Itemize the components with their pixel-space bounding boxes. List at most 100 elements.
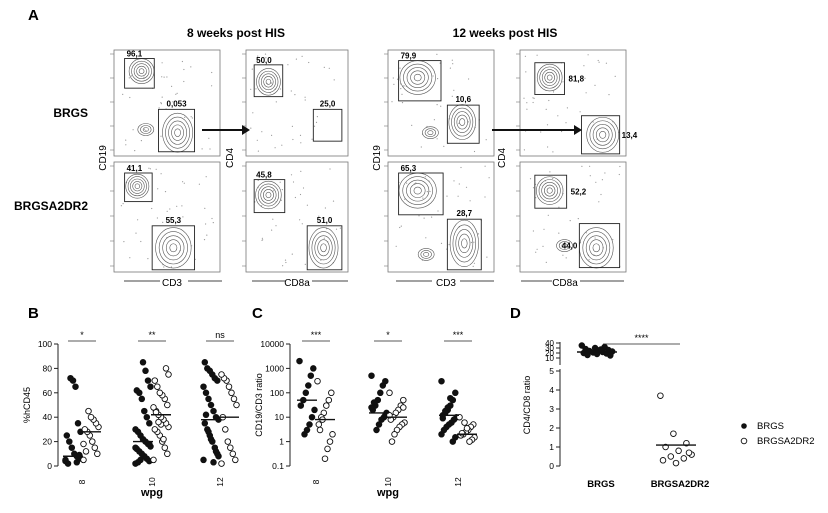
flow-event — [452, 63, 454, 65]
flow-contour — [410, 70, 426, 85]
flow-contour — [585, 235, 607, 261]
data-point-brgs — [207, 401, 215, 409]
flow-event — [160, 103, 162, 105]
flow-contour — [459, 118, 466, 126]
flow-event — [275, 225, 277, 227]
flow-event — [169, 208, 171, 210]
flow-event — [574, 76, 576, 78]
flow-event — [160, 102, 162, 104]
flow-contour — [592, 243, 601, 253]
flow-event — [422, 197, 424, 199]
flow-event — [292, 181, 295, 183]
flow-event — [548, 99, 550, 102]
flow-event — [333, 79, 335, 81]
data-point-brgsa2dr2 — [316, 426, 324, 434]
flow-contour — [538, 179, 561, 202]
flow-contour — [403, 63, 433, 92]
gate-upper — [253, 64, 284, 98]
flow-contour — [125, 173, 150, 199]
flow-contour — [536, 63, 563, 92]
flow-event — [271, 82, 273, 84]
gate-percentage: 51,0 — [317, 216, 333, 225]
flow-contour — [456, 114, 468, 130]
flow-event — [279, 88, 281, 90]
legend-label-brgsa2dr2: BRGSA2DR2 — [757, 436, 815, 447]
data-point-brgs — [449, 438, 457, 445]
gate-percentage: 28,7 — [457, 209, 473, 218]
flow-event — [532, 101, 534, 104]
data-point-brgs — [202, 411, 210, 419]
flow-event — [584, 77, 586, 79]
data-point-brgsa2dr2 — [326, 438, 334, 445]
data-point-brgs — [76, 451, 83, 459]
gate-percentage: 41,1 — [127, 164, 143, 173]
gate-upper — [398, 60, 442, 102]
data-point-brgsa2dr2 — [218, 460, 225, 467]
y-tick-label: 10 — [275, 412, 285, 422]
flow-event — [311, 138, 313, 140]
flow-event — [212, 222, 214, 224]
y-tick-label: 1 — [549, 442, 554, 452]
y-axis-label: CD19/CD3 ratio — [254, 373, 264, 437]
flow-event — [598, 201, 600, 203]
gate-upper — [124, 172, 153, 203]
flow-event — [323, 237, 325, 239]
data-point-brgs — [201, 420, 209, 427]
flow-event — [545, 108, 547, 110]
x-tick-label: 8 — [77, 479, 87, 484]
flow-contour — [132, 181, 143, 192]
y-tick-label: 3 — [549, 404, 554, 414]
y-tick-label: 4 — [549, 385, 554, 395]
data-point-brgs — [302, 389, 310, 397]
flow-contour — [458, 233, 471, 254]
flow-event — [547, 146, 549, 148]
flow-event — [211, 217, 213, 220]
flow-event — [526, 102, 528, 104]
flow-event — [147, 258, 149, 260]
gate-percentage: 25,0 — [320, 99, 336, 108]
flow-event — [335, 228, 338, 230]
gate-percentage: 96,1 — [127, 49, 143, 58]
flow-event — [205, 176, 207, 178]
flow-event — [565, 122, 567, 124]
flow-event — [418, 215, 420, 217]
flow-event — [299, 219, 301, 221]
flow-event — [594, 237, 596, 239]
flow-event — [558, 232, 560, 234]
data-point-brgsa2dr2 — [162, 365, 170, 372]
flow-event — [433, 119, 435, 121]
data-point-brgs — [63, 432, 71, 439]
flow-contour — [142, 127, 149, 132]
flow-event — [171, 85, 173, 87]
flow-event — [569, 220, 571, 222]
data-point-brgsa2dr2 — [233, 401, 240, 409]
data-point-brgsa2dr2 — [85, 407, 92, 415]
data-point-brgs — [139, 359, 147, 366]
flow-contour — [595, 127, 610, 143]
flow-event — [120, 205, 122, 207]
data-point-brgs — [147, 383, 154, 390]
data-point-brgsa2dr2 — [94, 450, 101, 458]
flow-event — [190, 116, 192, 118]
chart-b: 0 20 40 60 80 100 %hCD45 8 * 10 ** 12 ns wpg — [22, 330, 240, 499]
flow-event — [280, 199, 282, 201]
flow-event — [604, 172, 606, 174]
flow-contour — [263, 76, 274, 88]
flow-event — [406, 182, 408, 184]
flow-contour — [406, 179, 430, 202]
flow-event — [301, 223, 303, 225]
flow-event — [561, 130, 563, 133]
flow-event — [271, 229, 273, 231]
gate-lower — [446, 104, 480, 144]
flow-event — [542, 245, 544, 247]
data-point-brgs — [132, 426, 139, 433]
flow-event — [158, 107, 160, 109]
flow-contour — [140, 125, 152, 134]
data-point-brgs — [307, 372, 315, 379]
data-point-brgs — [146, 420, 153, 427]
legend-marker-brgs — [741, 423, 747, 429]
flow-event — [145, 130, 147, 132]
flow-event — [257, 60, 259, 62]
flow-event — [400, 88, 402, 90]
flow-event — [549, 171, 551, 173]
